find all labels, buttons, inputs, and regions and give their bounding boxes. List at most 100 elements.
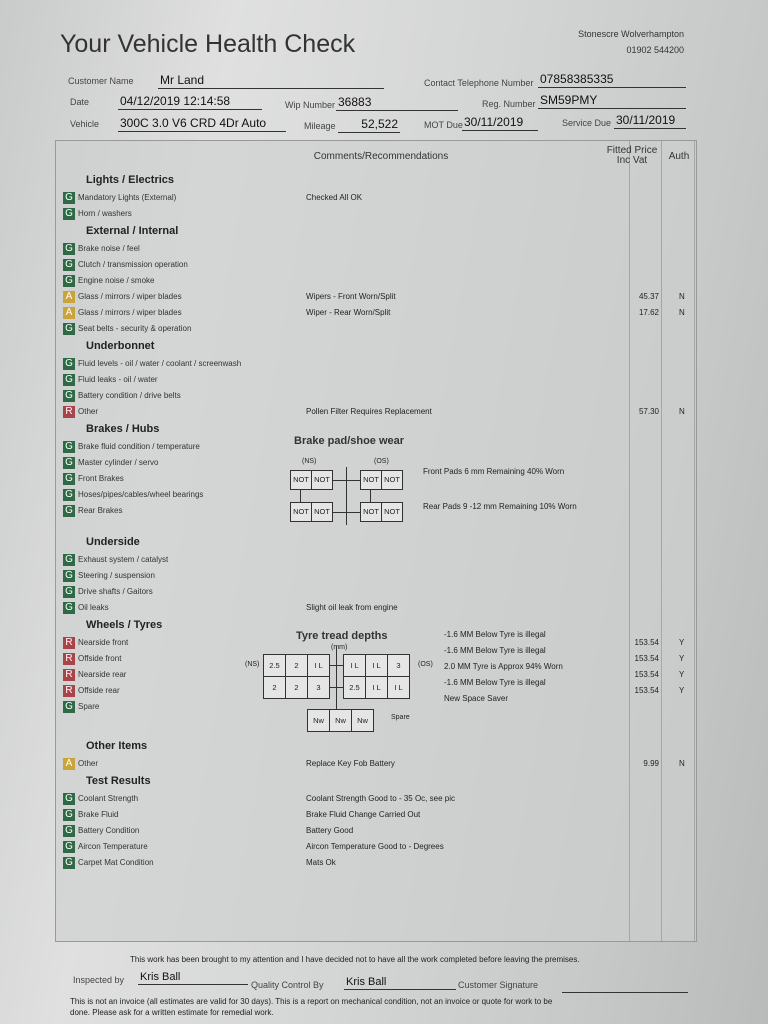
check-item-label: Battery Condition <box>78 826 140 835</box>
wip-label: Wip Number <box>285 100 336 110</box>
check-item-label: Carpet Mat Condition <box>78 858 154 867</box>
customer-name-label: Customer Name <box>68 76 134 86</box>
status-badge-G: G <box>63 191 75 204</box>
section-test-results: Test Results G Coolant Strength Coolant Str… <box>63 772 696 871</box>
brake-pad-cell: NOT <box>311 470 333 490</box>
price: 57.30 <box>638 407 659 416</box>
check-row: R Nearside rear 153.54 Y <box>63 667 696 683</box>
tyre-depth-cell: 2 <box>285 654 308 677</box>
section-title: Lights / Electrics <box>86 174 175 186</box>
tyre-note: -1.6 MM Below Tyre is illegal <box>444 678 546 687</box>
status-badge-G: G <box>63 242 75 255</box>
qc-label: Quality Control By <box>251 980 324 990</box>
tyre-note: -1.6 MM Below Tyre is illegal <box>444 630 546 639</box>
tyre-depth-cell: I L <box>365 676 388 699</box>
check-row: A Other Replace Key Fob Battery 9.99 N <box>63 756 696 772</box>
check-table: Comments/Recommendations Fitted Price In… <box>55 140 697 942</box>
check-item-label: Offside front <box>78 654 122 663</box>
check-sections: Lights / Electrics G Mandatory Lights (Ext… <box>63 171 696 871</box>
auth-flag: Y <box>679 654 685 663</box>
wip-number: 36883 <box>336 95 458 111</box>
check-item-label: Horn / washers <box>78 209 132 218</box>
status-badge-G: G <box>63 856 75 869</box>
status-badge-G: G <box>63 585 75 598</box>
tyre-note: -1.6 MM Below Tyre is illegal <box>444 646 546 655</box>
status-badge-A: A <box>63 306 75 319</box>
status-badge-R: R <box>63 684 75 697</box>
tyre-depth-cell: 2.5 <box>343 676 366 699</box>
diagram-line <box>300 490 301 502</box>
reg-number: SM59PMY <box>538 93 686 109</box>
check-row: G Hoses/pipes/cables/wheel bearings <box>63 487 696 503</box>
status-badge-R: R <box>63 652 75 665</box>
check-row: R Nearside front 153.54 Y <box>63 635 696 651</box>
check-item-label: Master cylinder / servo <box>78 458 159 467</box>
check-row: G Brake noise / feel <box>63 241 696 257</box>
check-row: G Clutch / transmission operation <box>63 257 696 273</box>
price: 9.99 <box>643 759 659 768</box>
brake-pad-cell: NOT <box>290 470 312 490</box>
status-badge-G: G <box>63 792 75 805</box>
check-item-label: Hoses/pipes/cables/wheel bearings <box>78 490 204 499</box>
status-badge-G: G <box>63 207 75 220</box>
comment: Coolant Strength Good to - 35 Oc, see pi… <box>306 794 455 803</box>
check-item-label: Fluid levels - oil / water / coolant / s… <box>78 359 242 368</box>
check-item-label: Nearside rear <box>78 670 127 679</box>
status-badge-G: G <box>63 274 75 287</box>
status-badge-G: G <box>63 258 75 271</box>
check-item-label: Brake noise / feel <box>78 244 140 253</box>
status-badge-G: G <box>63 389 75 402</box>
status-badge-G: G <box>63 322 75 335</box>
reg-label: Reg. Number <box>482 99 536 109</box>
check-row: G Master cylinder / servo <box>63 455 696 471</box>
diagram-line <box>336 646 337 709</box>
status-badge-G: G <box>63 504 75 517</box>
disclaimer: This is not an invoice (all estimates ar… <box>70 997 553 1017</box>
check-item-label: Other <box>78 759 99 768</box>
check-item-label: Battery condition / drive belts <box>78 391 181 400</box>
check-row: G Rear Brakes <box>63 503 696 519</box>
comment: Brake Fluid Change Carried Out <box>306 810 421 819</box>
auth-flag: Y <box>679 638 685 647</box>
comment: Checked All OK <box>306 193 363 202</box>
section-title: External / Internal <box>86 225 179 237</box>
inspected-by: Kris Ball <box>138 971 248 985</box>
check-row: G Exhaust system / catalyst <box>63 552 696 568</box>
auth-flag: Y <box>679 670 685 679</box>
status-badge-G: G <box>63 472 75 485</box>
declaration: This work has been brought to my attenti… <box>130 955 580 964</box>
section-title: Underside <box>86 536 140 548</box>
check-item-label: Fluid leaks - oil / water <box>78 375 158 384</box>
check-row: R Offside front 153.54 Y <box>63 651 696 667</box>
comments-header: Comments/Recommendations <box>313 151 449 162</box>
check-row: G Horn / washers <box>63 206 696 222</box>
tyre-note: 2.0 MM Tyre is Approx 94% Worn <box>444 662 563 671</box>
check-row: G Carpet Mat Condition Mats Ok <box>63 855 696 871</box>
price: 45.37 <box>638 292 659 301</box>
tyre-os-label: (OS) <box>418 661 433 668</box>
check-item-label: Coolant Strength <box>78 794 139 803</box>
check-row: G Aircon Temperature Aircon Temperature Go… <box>63 839 696 855</box>
check-item-label: Brake fluid condition / temperature <box>78 442 200 451</box>
check-item-label: Spare <box>78 702 100 711</box>
status-badge-G: G <box>63 700 75 713</box>
status-badge-G: G <box>63 456 75 469</box>
check-item-label: Oil leaks <box>78 603 109 612</box>
check-item-label: Seat belts - security & operation <box>78 324 192 333</box>
check-item-label: Clutch / transmission operation <box>78 260 188 269</box>
auth-header: Auth <box>668 151 690 162</box>
diagram-line <box>346 467 347 525</box>
price: 153.54 <box>634 654 659 663</box>
section-wheels-tyres: Wheels / Tyres R Nearside front 153.54 Y R Off… <box>63 616 696 715</box>
check-row: G Engine noise / smoke <box>63 273 696 289</box>
check-item-label: Engine noise / smoke <box>78 276 155 285</box>
check-item-label: Exhaust system / catalyst <box>78 555 169 564</box>
check-row: R Offside rear 153.54 Y <box>63 683 696 699</box>
tyre-depth-cell: Nw <box>351 709 374 732</box>
customer-signature-line <box>562 992 688 993</box>
status-badge-R: R <box>63 636 75 649</box>
check-item-label: Mandatory Lights (External) <box>78 193 177 202</box>
tyre-depth-cell: 3 <box>307 676 330 699</box>
check-row: G Fluid leaks - oil / water <box>63 372 696 388</box>
telephone: 07858385335 <box>538 72 686 88</box>
